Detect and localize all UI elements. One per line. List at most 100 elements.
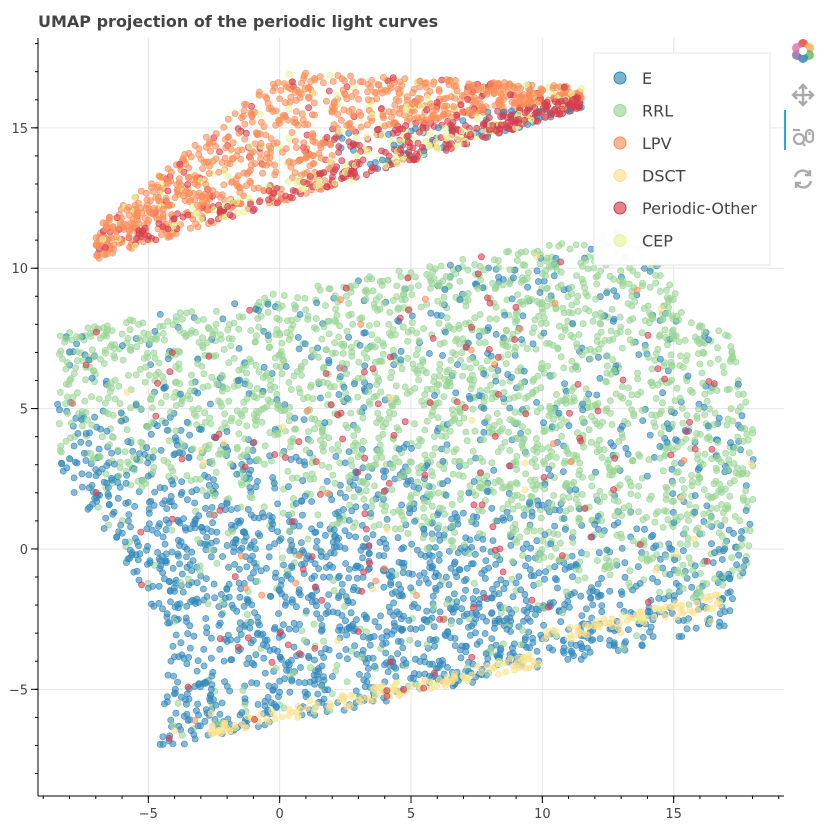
scatter-point xyxy=(219,553,226,560)
scatter-point xyxy=(167,598,174,606)
scatter-point xyxy=(431,642,438,650)
scatter-point xyxy=(418,397,426,405)
scatter-point xyxy=(135,320,143,328)
scatter-point xyxy=(450,448,458,456)
scatter-point xyxy=(154,368,162,376)
scatter-point xyxy=(648,365,656,373)
scatter-point xyxy=(398,512,406,519)
scatter-point xyxy=(533,481,541,489)
scatter-point xyxy=(365,634,373,642)
scatter-point xyxy=(194,700,201,708)
scatter-point xyxy=(722,449,730,457)
scatter-point xyxy=(329,78,337,85)
scatter-point xyxy=(428,502,436,510)
scatter-point xyxy=(184,683,192,691)
scatter-point xyxy=(415,337,423,344)
scatter-point xyxy=(673,468,680,476)
scatter-point xyxy=(617,629,625,637)
scatter-point xyxy=(593,623,601,630)
scatter-point xyxy=(160,456,168,464)
scatter-point xyxy=(362,503,370,511)
scatter-point xyxy=(417,551,425,558)
scatter-point xyxy=(284,641,292,649)
scatter-point xyxy=(612,390,620,398)
scatter-point xyxy=(675,338,683,346)
scatter-point xyxy=(379,350,387,358)
scatter-point xyxy=(435,557,443,564)
scatter-point xyxy=(561,526,569,533)
scatter-point xyxy=(298,627,306,634)
scatter-point xyxy=(491,663,499,671)
scatter-point xyxy=(177,390,184,398)
scatter-point xyxy=(684,540,691,548)
scatter-point xyxy=(194,360,201,368)
scatter-point xyxy=(562,588,570,596)
scatter-point xyxy=(382,649,390,657)
scatter-point xyxy=(310,99,318,107)
scatter-point xyxy=(219,315,227,323)
scatter-point xyxy=(704,521,712,528)
scatter-point xyxy=(644,331,652,339)
scatter-point xyxy=(464,296,472,304)
scatter-point xyxy=(128,549,136,557)
scatter-point xyxy=(715,414,723,422)
scatter-point xyxy=(261,442,269,450)
scatter-point xyxy=(500,604,508,612)
scatter-point xyxy=(328,673,336,680)
scatter-point xyxy=(272,362,280,370)
scatter-point xyxy=(70,489,78,496)
scatter-point xyxy=(146,559,154,567)
scatter-point xyxy=(482,557,490,565)
scatter-point xyxy=(379,467,387,475)
scatter-point xyxy=(297,539,305,546)
scatter-point xyxy=(557,618,565,625)
scatter-point xyxy=(583,605,590,613)
scatter-point xyxy=(468,323,475,331)
scatter-point xyxy=(342,292,350,300)
scatter-point xyxy=(252,651,260,659)
scatter-point xyxy=(609,317,617,325)
scatter-point xyxy=(679,585,687,592)
scatter-point xyxy=(552,454,560,461)
scatter-point xyxy=(423,607,431,615)
scatter-point xyxy=(436,608,444,616)
scatter-point xyxy=(699,460,707,468)
scatter-point xyxy=(343,625,351,633)
scatter-point xyxy=(649,554,657,562)
scatter-point xyxy=(502,327,510,335)
scatter-point xyxy=(694,606,702,614)
scatter-point xyxy=(577,259,585,267)
scatter-point xyxy=(656,443,664,450)
scatter-point xyxy=(443,441,451,448)
scatter-point xyxy=(253,407,260,415)
scatter-point xyxy=(54,400,61,408)
scatter-point xyxy=(641,525,648,533)
scatter-point xyxy=(334,441,342,448)
scatter-point xyxy=(465,489,473,497)
scatter-point xyxy=(253,630,261,638)
scatter-point xyxy=(252,361,260,369)
scatter-point xyxy=(691,436,699,444)
scatter-point xyxy=(598,608,606,616)
scatter-point xyxy=(276,629,284,637)
scatter-point xyxy=(304,407,312,414)
scatter-point xyxy=(331,317,338,325)
scatter-point xyxy=(470,619,478,627)
scatter-point xyxy=(639,282,646,290)
scatter-point xyxy=(151,354,159,362)
scatter-point xyxy=(213,560,221,567)
scatter-point xyxy=(456,407,464,415)
scatter-point xyxy=(724,502,731,509)
scatter-point xyxy=(505,462,513,470)
scatter-point xyxy=(631,298,639,305)
scatter-point xyxy=(573,455,581,462)
scatter-point xyxy=(178,651,186,659)
scatter-point xyxy=(485,564,492,572)
scatter-point xyxy=(165,735,173,742)
scatter-point xyxy=(657,305,665,313)
scatter-point xyxy=(574,631,582,639)
scatter-point xyxy=(190,520,197,528)
scatter-point xyxy=(235,579,243,587)
scatter-point xyxy=(634,375,641,383)
scatter-point xyxy=(485,346,493,353)
